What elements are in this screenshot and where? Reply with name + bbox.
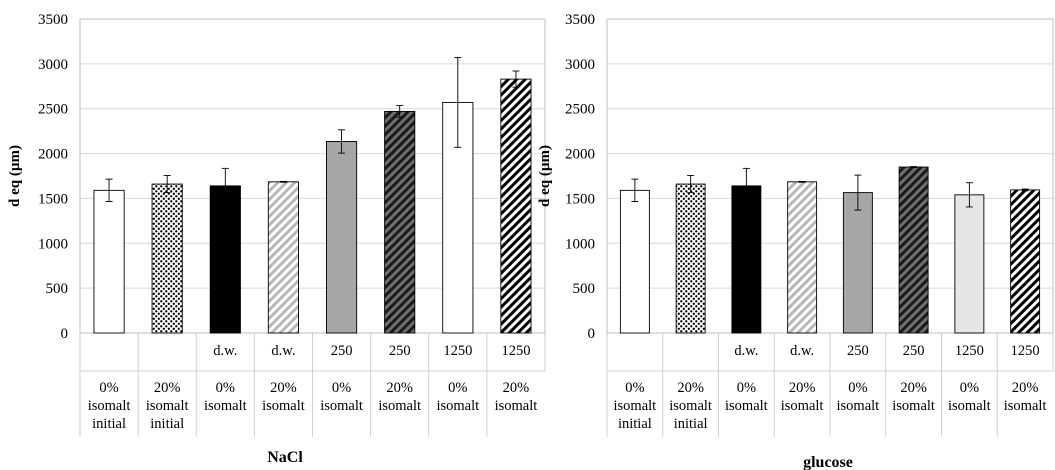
y-tick-label: 500	[46, 281, 69, 297]
y-tick-label: 3000	[38, 57, 68, 73]
category-label: 20%	[503, 380, 530, 396]
category-label: isomalt	[146, 398, 189, 414]
category-label: 0%	[332, 380, 351, 396]
category-label: 0%	[625, 380, 644, 396]
y-tick-label: 3000	[565, 57, 595, 73]
category-label: 250	[331, 343, 353, 359]
plot-area-border	[79, 18, 546, 334]
category-label: 1250	[955, 343, 984, 359]
nacl-chart: 0 500 1000 1500 2000 2500 3000 3500 0% isomalt ini…	[7, 12, 546, 466]
category-label: 1250	[443, 343, 472, 359]
bar	[619, 189, 650, 334]
category-label: isomalt	[204, 398, 247, 414]
category-label: initial	[618, 416, 652, 432]
category-label: 20%	[1012, 380, 1039, 396]
category-label: isomalt	[725, 398, 768, 414]
bar	[675, 183, 706, 334]
bar	[267, 181, 300, 334]
category-label: 20%	[154, 380, 181, 396]
y-tick-label: 2000	[565, 147, 595, 163]
category-label: 0%	[737, 380, 756, 396]
bar	[787, 181, 818, 334]
category-label: isomalt	[892, 398, 935, 414]
bar	[898, 166, 929, 334]
category-label: 0%	[448, 380, 467, 396]
bar	[384, 110, 416, 334]
bar	[209, 185, 241, 334]
category-label: d.w.	[734, 343, 758, 359]
category-label: 20%	[677, 380, 704, 396]
category-label: 20%	[270, 380, 297, 396]
category-label: 250	[903, 343, 925, 359]
y-tick-label: 1500	[38, 191, 68, 207]
category-label: isomalt	[781, 398, 824, 414]
category-label: isomalt	[948, 398, 991, 414]
category-label: 20%	[900, 380, 927, 396]
y-tick-label: 2500	[38, 102, 68, 118]
category-label: isomalt	[262, 398, 305, 414]
bar	[500, 78, 532, 334]
bar	[151, 183, 183, 334]
category-label: isomalt	[614, 398, 657, 414]
y-tick-label: 2500	[565, 102, 595, 118]
category-label: isomalt	[320, 398, 363, 414]
bar	[842, 192, 873, 334]
bar	[731, 185, 762, 334]
category-label: isomalt	[495, 398, 538, 414]
plot-area-border	[606, 18, 1054, 334]
category-label: 20%	[789, 380, 816, 396]
y-tick-label: 500	[573, 281, 596, 297]
category-label: initial	[92, 416, 126, 432]
y-axis-title: d eq (µm)	[537, 145, 553, 207]
category-label: 0%	[99, 380, 118, 396]
y-tick-label: 1000	[565, 236, 595, 252]
y-tick-label: 3500	[565, 12, 595, 28]
category-label: isomalt	[669, 398, 712, 414]
category-label: 0%	[960, 380, 979, 396]
category-label: isomalt	[88, 398, 131, 414]
y-tick-label: 2000	[38, 147, 68, 163]
category-label: 1250	[501, 343, 530, 359]
y-axis-title: d eq (µm)	[7, 145, 23, 207]
chart-title: NaCl	[267, 449, 303, 466]
category-label: d.w.	[271, 343, 295, 359]
category-label: isomalt	[1004, 398, 1047, 414]
category-label: 0%	[216, 380, 235, 396]
category-label: 250	[847, 343, 869, 359]
y-tick-label: 1500	[565, 191, 595, 207]
bar	[326, 141, 358, 334]
bar	[1010, 189, 1041, 334]
y-tick-label: 1000	[38, 236, 68, 252]
category-label: 1250	[1011, 343, 1040, 359]
y-tick-label: 0	[588, 326, 596, 342]
bar	[93, 189, 125, 334]
y-tick-label: 3500	[38, 12, 68, 28]
category-label: isomalt	[378, 398, 421, 414]
glucose-chart: 0 500 1000 1500 2000 2500 3000 3500 0% isomalt ini…	[537, 12, 1054, 470]
category-label: 0%	[848, 380, 867, 396]
category-label: d.w.	[213, 343, 237, 359]
category-label: isomalt	[837, 398, 880, 414]
category-label: d.w.	[790, 343, 814, 359]
category-label: 250	[389, 343, 411, 359]
category-label: initial	[674, 416, 708, 432]
y-tick-label: 0	[61, 326, 69, 342]
bar	[954, 194, 985, 334]
chart-title: glucose	[803, 454, 853, 470]
category-label: initial	[150, 416, 184, 432]
category-label: isomalt	[436, 398, 479, 414]
category-label: 20%	[386, 380, 413, 396]
